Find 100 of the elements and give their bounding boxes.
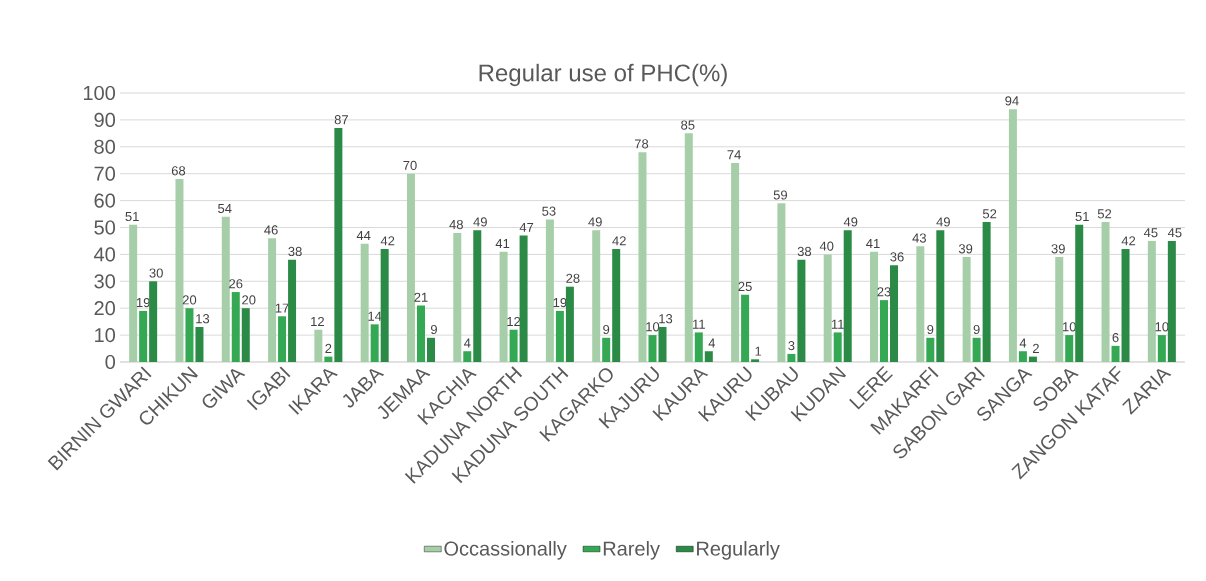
bar bbox=[787, 353, 796, 362]
bar bbox=[823, 254, 832, 362]
data-label: 4 bbox=[1019, 338, 1027, 348]
data-label: 20 bbox=[182, 295, 197, 305]
bar bbox=[288, 259, 297, 362]
bar bbox=[870, 251, 879, 362]
y-tick-label: 0 bbox=[105, 354, 116, 370]
bar bbox=[612, 249, 621, 362]
data-label: 6 bbox=[1112, 332, 1119, 343]
data-label: 49 bbox=[588, 217, 602, 227]
bar bbox=[324, 356, 333, 362]
bar bbox=[638, 152, 647, 362]
data-label: 54 bbox=[218, 203, 232, 214]
data-label: 9 bbox=[973, 324, 980, 335]
bar bbox=[278, 316, 287, 362]
data-label: 47 bbox=[519, 222, 534, 232]
data-label: 13 bbox=[196, 314, 210, 324]
data-label: 4 bbox=[463, 338, 471, 348]
y-tick-label: 80 bbox=[94, 139, 116, 154]
data-label: 46 bbox=[264, 225, 278, 235]
legend-label: Rarely bbox=[603, 541, 660, 560]
data-label: 52 bbox=[982, 209, 997, 219]
data-label: 70 bbox=[403, 160, 417, 170]
data-label: 1 bbox=[755, 346, 762, 356]
bar bbox=[694, 332, 703, 362]
data-label: 41 bbox=[495, 239, 510, 249]
bar bbox=[416, 305, 425, 362]
data-label: 26 bbox=[229, 279, 243, 289]
data-label: 45 bbox=[1167, 228, 1182, 238]
bar bbox=[731, 162, 740, 362]
bar bbox=[1101, 222, 1110, 362]
data-label: 10 bbox=[646, 322, 660, 332]
bar bbox=[360, 243, 369, 362]
data-label: 41 bbox=[866, 239, 880, 249]
bar bbox=[1121, 249, 1130, 362]
data-label: 10 bbox=[1155, 322, 1169, 332]
data-label: 78 bbox=[634, 139, 649, 149]
data-label: 38 bbox=[288, 246, 302, 257]
bar bbox=[406, 173, 415, 362]
bar bbox=[658, 327, 667, 362]
data-label: 12 bbox=[311, 316, 324, 327]
data-label: 25 bbox=[738, 281, 752, 292]
bar bbox=[463, 351, 472, 362]
y-tick-label: 70 bbox=[94, 166, 116, 181]
data-label: 21 bbox=[414, 292, 428, 302]
data-label: 4 bbox=[708, 338, 716, 348]
data-label: 49 bbox=[473, 217, 487, 227]
data-label: 39 bbox=[958, 244, 973, 254]
data-label: 13 bbox=[659, 314, 673, 324]
data-label: 48 bbox=[449, 219, 463, 230]
bar bbox=[185, 308, 194, 362]
data-label: 42 bbox=[380, 236, 395, 246]
bar bbox=[426, 337, 435, 362]
bar bbox=[380, 249, 389, 362]
bar bbox=[268, 238, 277, 362]
data-label: 74 bbox=[727, 150, 741, 160]
bar bbox=[545, 219, 554, 362]
bar bbox=[1111, 345, 1120, 362]
data-label: 19 bbox=[553, 297, 567, 308]
bar bbox=[1075, 224, 1084, 362]
data-label: 85 bbox=[681, 120, 695, 130]
data-label: 53 bbox=[542, 206, 556, 216]
data-label: 11 bbox=[693, 319, 705, 329]
data-label: 2 bbox=[325, 343, 332, 353]
bar bbox=[880, 300, 889, 362]
bar bbox=[1018, 351, 1027, 362]
bar bbox=[334, 127, 343, 362]
bar bbox=[241, 308, 250, 362]
bar bbox=[555, 310, 564, 362]
bar bbox=[453, 232, 462, 362]
legend-label: Occassionally bbox=[444, 541, 567, 560]
bar bbox=[936, 230, 945, 362]
data-label: 49 bbox=[936, 217, 950, 227]
bar bbox=[602, 337, 611, 362]
data-label: 52 bbox=[1097, 209, 1112, 219]
data-label: 9 bbox=[603, 324, 610, 335]
bar bbox=[221, 216, 230, 362]
bar bbox=[499, 251, 508, 362]
data-label: 14 bbox=[368, 311, 382, 321]
data-label: 11 bbox=[831, 319, 844, 329]
bar bbox=[129, 224, 138, 362]
bar bbox=[1028, 356, 1037, 362]
data-label: 87 bbox=[334, 115, 348, 125]
bar bbox=[916, 246, 925, 362]
data-label: 2 bbox=[1032, 343, 1039, 353]
data-label: 36 bbox=[890, 252, 904, 262]
bar bbox=[1008, 109, 1017, 362]
bar bbox=[648, 335, 657, 362]
bar bbox=[231, 292, 240, 362]
data-label: 94 bbox=[1005, 96, 1019, 106]
y-tick-label: 40 bbox=[94, 247, 116, 262]
bar bbox=[473, 230, 482, 362]
data-label: 51 bbox=[125, 212, 139, 222]
bar bbox=[741, 294, 750, 362]
data-label: 20 bbox=[242, 295, 256, 305]
bar bbox=[684, 133, 693, 362]
y-tick-label: 60 bbox=[94, 193, 116, 208]
data-label: 68 bbox=[171, 166, 186, 176]
legend-label: Regularly bbox=[697, 541, 780, 560]
bar bbox=[175, 179, 184, 362]
